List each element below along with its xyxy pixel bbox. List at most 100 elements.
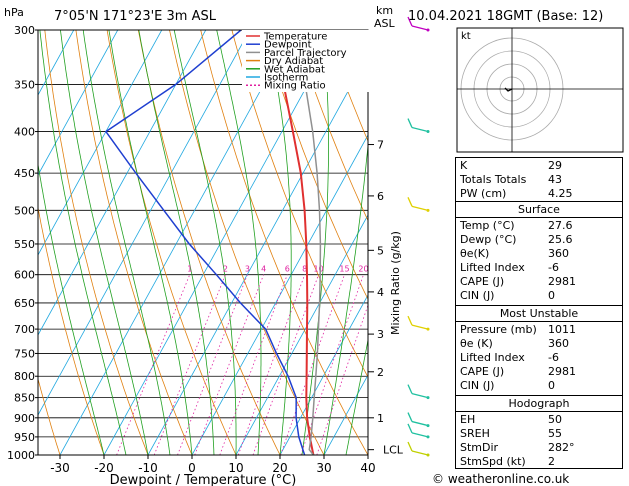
most-unstable-box: Most Unstable Pressure (mb) 1011 θe (K) 36… [455, 305, 623, 397]
dry-adiabat-line [38, 205, 105, 455]
surface-row: Dewp (°C) 25.6 [460, 233, 573, 246]
wind-barb-station [426, 435, 430, 439]
wind-barb-station [426, 130, 430, 134]
most-unstable-row: Lifted Index -6 [460, 351, 559, 364]
wind-barb-station [426, 208, 430, 212]
legend-box [242, 30, 382, 92]
mixing-ratio-label: 10 [313, 265, 323, 274]
pressure-tick-label: 650 [14, 297, 35, 310]
wind-barb-flag [407, 384, 413, 394]
surface-row: Temp (°C) 27.6 [460, 219, 573, 232]
isotherm-line [235, 214, 368, 455]
isotherm-line [279, 294, 368, 455]
pressure-tick-label: 750 [14, 347, 35, 360]
pressure-tick-label: 950 [14, 431, 35, 444]
most-unstable-row: CAPE (J) 2981 [460, 365, 576, 378]
most-unstable-row: CIN (J) 0 [460, 379, 555, 392]
pressure-tick-label: 900 [14, 412, 35, 425]
dry-adiabat-line [262, 30, 368, 300]
km-tick-label: 6 [377, 190, 384, 203]
mixing-ratio-label: 3 [245, 265, 250, 274]
dry-adiabat-line [293, 30, 368, 222]
isotherm-line [59, 30, 295, 455]
dry-adiabat-line [200, 30, 368, 455]
surface-row: Lifted Index -6 [460, 261, 559, 274]
km-tick-label: 1 [377, 412, 384, 425]
legend-entry: Dewpoint [264, 40, 312, 51]
isotherm-line [38, 30, 119, 176]
pressure-tick-label: 600 [14, 269, 35, 282]
surface-box: Surface Temp (°C) 27.6 Dewp (°C) 25.6 θe(K… [455, 201, 623, 307]
mixing-ratio-label: 6 [285, 265, 290, 274]
km-tick-label: LCL [383, 444, 404, 457]
wind-barb [411, 25, 429, 31]
wet-adiabat-line [367, 453, 368, 455]
hpa-axis-label: hPa [4, 6, 24, 19]
mixing-ratio-line [116, 274, 191, 455]
surface-row: θe(K) 360 [460, 247, 569, 260]
most-unstable-row: Pressure (mb) 1011 [460, 323, 576, 336]
pressure-tick-label: 550 [14, 238, 35, 251]
most-unstable-row: θe (K) 360 [460, 337, 569, 350]
hodograph-row: EH 50 [460, 413, 562, 426]
location-title: 7°05'N 171°23'E 3m ASL [54, 9, 216, 24]
surface-title: Surface [518, 203, 560, 216]
wind-barb-flag [407, 412, 413, 422]
mixing-ratio-line [316, 303, 368, 455]
mixing-ratio-line [300, 274, 364, 455]
mixing-ratio-label: 2 [223, 265, 228, 274]
legend-entry: Wet Adiabat [264, 64, 325, 75]
mixing-ratio-label: 20 [358, 265, 368, 274]
wet-adiabat-line [39, 30, 127, 455]
isotherm-line [147, 54, 368, 455]
km-tick-label: 2 [377, 366, 384, 379]
dry-adiabat-line [106, 30, 237, 455]
pressure-tick-label: 450 [14, 167, 35, 180]
wet-adiabat-line [38, 161, 105, 455]
wind-barb-flag [407, 315, 413, 326]
wind-barb-flag [407, 118, 413, 128]
mixing-ratio-label: 4 [261, 265, 266, 274]
km-tick-label: 5 [377, 244, 384, 257]
mixing-ratio-line [252, 274, 319, 455]
mixing-ratio-axis-label: Mixing Ratio (g/kg) [389, 231, 402, 335]
x-axis-label: Dewpoint / Temperature (°C) [110, 473, 297, 486]
wet-adiabat-line [82, 30, 171, 455]
dry-adiabat-line [44, 30, 149, 455]
isotherm-line [38, 30, 75, 96]
wet-adiabat-line [138, 30, 215, 455]
temp-tick-label: 0 [188, 461, 196, 475]
legend-entry: Mixing Ratio [264, 81, 326, 92]
isotherm-line [103, 30, 339, 455]
wind-barb-station [426, 424, 430, 428]
wind-barb-flag [407, 16, 413, 27]
hodograph-trace [504, 87, 513, 92]
wind-barb-station [426, 396, 430, 400]
isotherm-line [323, 374, 368, 455]
hodograph-title: Hodograph [508, 397, 570, 410]
index-row-totals: Totals Totals 43 [460, 173, 562, 186]
km-tick-label: 3 [377, 328, 384, 341]
parcel-trajectory-line [295, 30, 322, 455]
mixing-ratio-line [153, 274, 226, 455]
wind-barb-station [426, 28, 430, 32]
legend-entry: Temperature [263, 32, 327, 43]
surface-row: CAPE (J) 2981 [460, 275, 576, 288]
wind-barb [411, 420, 429, 427]
mixing-ratio-line [219, 274, 288, 455]
dry-adiabat-line [137, 30, 281, 455]
km-tick-label: 4 [377, 286, 384, 299]
wind-barb-station [426, 453, 430, 457]
temp-tick-label: -20 [94, 461, 114, 475]
mixing-ratio-label: 1 [187, 265, 192, 274]
asl-axis-label: ASL [374, 17, 395, 30]
wind-barb [411, 393, 429, 399]
surface-row: CIN (J) 0 [460, 289, 555, 302]
km-axis-label: km [376, 4, 394, 17]
wind-barb-flag [407, 441, 413, 452]
index-row-pw: PW (cm) 4.25 [460, 187, 573, 200]
hodograph-kt-label: kt [461, 31, 471, 42]
pressure-tick-label: 700 [14, 323, 35, 336]
mixing-ratio-line [177, 274, 248, 455]
